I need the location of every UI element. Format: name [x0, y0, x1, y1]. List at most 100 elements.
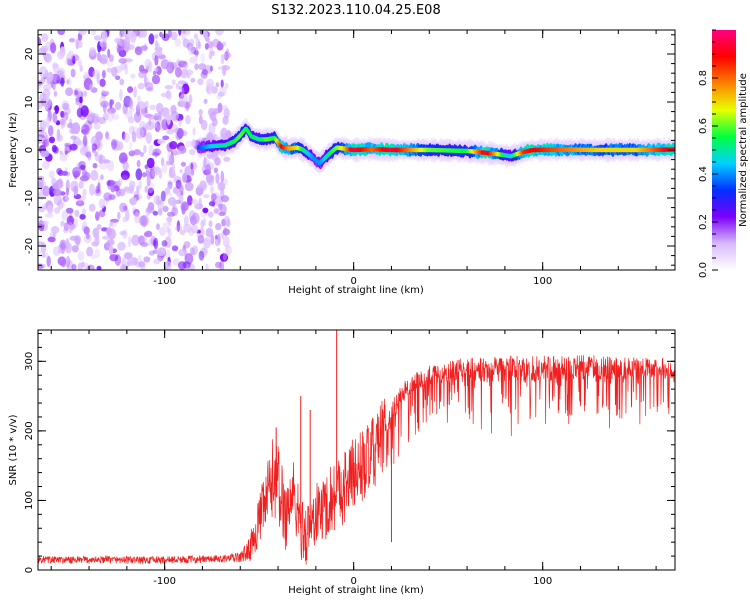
noise-blob	[83, 233, 92, 244]
noise-blob	[102, 69, 106, 79]
noise-blob	[209, 41, 214, 54]
noise-blob	[119, 89, 123, 101]
noise-blob	[170, 110, 179, 121]
noise-blob	[156, 223, 160, 231]
noise-blob	[148, 250, 155, 256]
noise-blob	[84, 262, 89, 270]
noise-blob	[77, 197, 82, 204]
noise-blob	[201, 68, 208, 76]
noise-blob	[66, 52, 71, 64]
noise-blob	[144, 100, 149, 109]
spectrogram-y-label: Frequency (Hz)	[8, 112, 19, 188]
noise-blob	[190, 46, 197, 55]
noise-blob	[107, 136, 111, 141]
noise-blob	[45, 116, 50, 128]
noise-blob	[187, 263, 195, 270]
noise-blob	[79, 175, 89, 182]
colorbar-tick-label: 0.0	[698, 262, 709, 278]
noise-blob	[162, 222, 171, 228]
noise-blob	[133, 111, 142, 123]
noise-blob	[137, 82, 145, 90]
noise-blob	[194, 63, 199, 70]
y-tick-label: 100	[24, 491, 35, 510]
x-tick-label: -100	[153, 576, 176, 587]
noise-blob	[223, 215, 230, 227]
noise-blob	[122, 161, 129, 171]
noise-blob	[139, 31, 146, 38]
noise-blob	[90, 30, 97, 36]
noise-blob	[127, 235, 132, 248]
noise-blob	[184, 253, 194, 265]
noise-blob	[138, 71, 147, 79]
noise-blob	[128, 98, 134, 110]
noise-blob	[100, 100, 110, 108]
noise-blob	[219, 130, 225, 136]
noise-blob	[221, 195, 229, 203]
noise-blob	[198, 63, 207, 71]
noise-blob	[51, 177, 57, 186]
noise-blob	[61, 210, 69, 221]
noise-blob	[204, 64, 213, 74]
noise-blob	[149, 168, 156, 180]
noise-blob	[57, 256, 67, 266]
noise-blob	[108, 222, 117, 228]
noise-blob	[39, 119, 47, 132]
noise-blob	[179, 229, 186, 235]
noise-blob	[220, 79, 224, 88]
noise-blob	[71, 122, 81, 135]
noise-blob	[59, 46, 66, 57]
noise-blob	[163, 260, 172, 270]
colorbar: 0.0 0.2 0.4 0.6 0.8 Normalized spectral ampl…	[698, 29, 749, 278]
snr-panel: -100 0 100 0 100 200 300 Height of straight l…	[8, 329, 676, 596]
noise-blob	[167, 211, 176, 217]
noise-blob	[48, 170, 55, 179]
noise-blob	[181, 71, 186, 77]
noise-blob	[140, 45, 148, 51]
noise-blob	[176, 191, 181, 197]
noise-blob	[121, 131, 126, 140]
noise-blob	[48, 136, 56, 144]
noise-blob	[204, 43, 209, 50]
noise-blob	[108, 244, 114, 256]
noise-blob	[141, 125, 148, 134]
noise-blob	[56, 70, 64, 76]
noise-blob	[119, 230, 127, 236]
noise-blob	[174, 38, 182, 47]
noise-blob	[38, 102, 43, 109]
noise-blob	[81, 261, 85, 268]
noise-blob	[107, 160, 114, 172]
noise-blob	[99, 78, 106, 88]
noise-blob	[166, 216, 173, 222]
noise-blob	[114, 65, 123, 73]
noise-blob	[185, 115, 191, 125]
noise-blob	[65, 255, 71, 268]
noise-blob	[109, 254, 119, 262]
noise-blob	[71, 245, 79, 253]
noise-blob	[101, 30, 108, 43]
noise-blob	[98, 209, 106, 218]
noise-blob	[154, 34, 159, 39]
noise-blob	[206, 153, 216, 159]
noise-blob	[179, 85, 183, 91]
noise-blob	[127, 44, 135, 50]
noise-blob	[217, 102, 223, 114]
noise-blob	[183, 63, 188, 75]
y-tick-label: -20	[24, 238, 35, 254]
noise-blob	[103, 192, 112, 201]
noise-blob	[40, 220, 49, 225]
noise-blob	[176, 59, 184, 65]
noise-blob	[150, 119, 158, 129]
noise-blob	[131, 234, 140, 246]
noise-blob	[190, 162, 194, 170]
noise-blob	[152, 249, 159, 255]
noise-blob	[177, 261, 187, 270]
noise-blob	[57, 199, 64, 211]
noise-blob	[197, 235, 205, 244]
noise-blob	[83, 226, 90, 235]
noise-blob	[115, 75, 121, 81]
noise-blob	[70, 54, 80, 62]
noise-blob	[44, 213, 54, 218]
noise-blob	[190, 78, 196, 83]
noise-blob	[56, 167, 63, 175]
